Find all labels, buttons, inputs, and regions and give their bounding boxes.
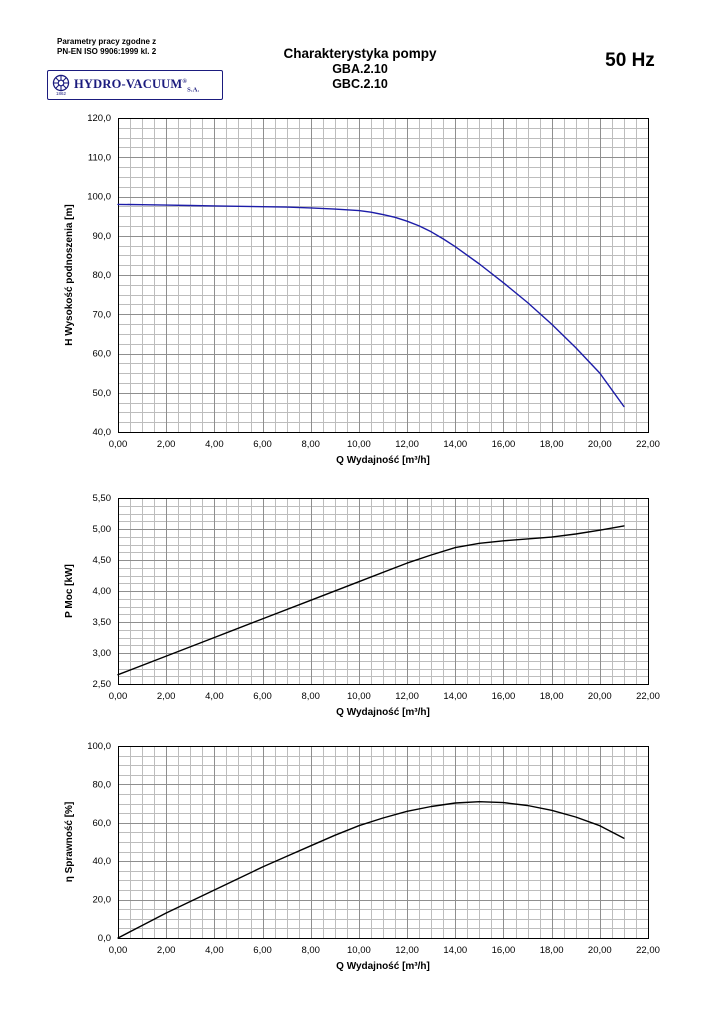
- svg-text:20,00: 20,00: [588, 945, 612, 956]
- hydro-vacuum-logo: 1862 HYDRO-VACUUM®S.A.: [47, 70, 223, 100]
- registered-mark-icon: ®: [182, 78, 188, 85]
- compliance-note: Parametry pracy zgodne z PN-EN ISO 9906:…: [57, 37, 156, 57]
- svg-text:110,0: 110,0: [88, 152, 111, 163]
- svg-text:10,00: 10,00: [347, 439, 371, 450]
- svg-text:8,00: 8,00: [301, 439, 320, 450]
- svg-text:40,0: 40,0: [93, 427, 112, 438]
- svg-text:0,0: 0,0: [98, 933, 111, 944]
- svg-text:60,0: 60,0: [93, 818, 112, 829]
- document-title-block: Charakterystyka pompy GBA.2.10 GBC.2.10: [240, 46, 480, 92]
- svg-text:70,0: 70,0: [93, 309, 112, 320]
- svg-text:20,0: 20,0: [93, 895, 112, 906]
- svg-text:H Wysokość podnoszenia [m]: H Wysokość podnoszenia [m]: [64, 204, 75, 346]
- svg-text:120,0: 120,0: [87, 113, 111, 124]
- svg-text:20,00: 20,00: [588, 691, 612, 702]
- svg-text:12,00: 12,00: [395, 945, 419, 956]
- svg-text:40,0: 40,0: [93, 856, 112, 867]
- head-curve-chart: 40,0 50,0 60,0 70,0 80,0 90,0 100,0 110,0 120,0 0…: [64, 113, 660, 466]
- logo-year: 1862: [55, 90, 66, 96]
- frequency-label: 50 Hz: [605, 50, 655, 71]
- svg-text:60,0: 60,0: [93, 349, 112, 360]
- svg-text:100,0: 100,0: [87, 192, 111, 203]
- svg-text:50,0: 50,0: [93, 388, 112, 399]
- svg-text:Q Wydajność [m³/h]: Q Wydajność [m³/h]: [336, 455, 430, 466]
- svg-text:8,00: 8,00: [301, 691, 320, 702]
- power-curve-chart: 2,50 3,00 3,50 4,00 4,50 5,00 5,50 0,00 2,00 4,00…: [64, 493, 660, 718]
- svg-text:12,00: 12,00: [395, 439, 419, 450]
- svg-text:3,00: 3,00: [93, 648, 112, 659]
- svg-text:P Moc [kW]: P Moc [kW]: [64, 564, 75, 618]
- svg-text:14,00: 14,00: [443, 439, 467, 450]
- svg-text:4,00: 4,00: [93, 586, 112, 597]
- svg-text:22,00: 22,00: [636, 691, 660, 702]
- svg-text:90,0: 90,0: [93, 231, 112, 242]
- compliance-line2: PN-EN ISO 9906:1999 kl. 2: [57, 47, 157, 56]
- svg-text:22,00: 22,00: [636, 439, 660, 450]
- svg-text:4,50: 4,50: [93, 555, 112, 566]
- logo-wordmark: HYDRO-VACUUM®S.A.: [74, 76, 200, 94]
- svg-text:5,00: 5,00: [93, 524, 112, 535]
- svg-text:18,00: 18,00: [540, 439, 564, 450]
- svg-text:2,00: 2,00: [157, 691, 176, 702]
- svg-text:Q Wydajność [m³/h]: Q Wydajność [m³/h]: [336, 961, 430, 972]
- svg-text:0,00: 0,00: [109, 945, 128, 956]
- svg-text:2,50: 2,50: [93, 679, 112, 690]
- svg-text:6,00: 6,00: [253, 945, 272, 956]
- svg-text:18,00: 18,00: [540, 691, 564, 702]
- svg-text:Q Wydajność [m³/h]: Q Wydajność [m³/h]: [336, 707, 430, 718]
- svg-text:14,00: 14,00: [443, 945, 467, 956]
- svg-text:4,00: 4,00: [205, 439, 224, 450]
- svg-text:0,00: 0,00: [109, 439, 128, 450]
- svg-text:20,00: 20,00: [588, 439, 612, 450]
- svg-text:3,50: 3,50: [93, 617, 112, 628]
- svg-text:8,00: 8,00: [301, 945, 320, 956]
- svg-text:0,00: 0,00: [109, 691, 128, 702]
- hydro-vacuum-logo-icon: 1862: [52, 74, 70, 97]
- svg-text:80,0: 80,0: [93, 270, 112, 281]
- svg-text:2,00: 2,00: [157, 945, 176, 956]
- svg-text:4,00: 4,00: [205, 945, 224, 956]
- svg-text:14,00: 14,00: [443, 691, 467, 702]
- compliance-line1: Parametry pracy zgodne z: [57, 37, 157, 46]
- logo-sa: S.A.: [187, 86, 200, 94]
- pump-model-2: GBC.2.10: [332, 77, 388, 92]
- svg-text:16,00: 16,00: [492, 439, 516, 450]
- svg-text:η Sprawność [%]: η Sprawność [%]: [64, 802, 75, 883]
- efficiency-curve-chart: 0,0 20,0 40,0 60,0 80,0 100,0 0,00 2,00 4,00 6,00…: [64, 741, 660, 972]
- pump-model-1: GBA.2.10: [332, 62, 388, 77]
- svg-text:10,00: 10,00: [347, 691, 371, 702]
- svg-text:100,0: 100,0: [87, 741, 111, 752]
- svg-text:2,00: 2,00: [157, 439, 176, 450]
- svg-text:6,00: 6,00: [253, 691, 272, 702]
- svg-text:5,50: 5,50: [93, 493, 112, 504]
- svg-text:12,00: 12,00: [395, 691, 419, 702]
- svg-text:4,00: 4,00: [205, 691, 224, 702]
- svg-text:18,00: 18,00: [540, 945, 564, 956]
- page-title: Charakterystyka pompy: [283, 46, 437, 61]
- svg-text:6,00: 6,00: [253, 439, 272, 450]
- svg-text:10,00: 10,00: [347, 945, 371, 956]
- svg-text:16,00: 16,00: [492, 691, 516, 702]
- svg-text:22,00: 22,00: [636, 945, 660, 956]
- svg-text:80,0: 80,0: [93, 779, 112, 790]
- svg-text:16,00: 16,00: [492, 945, 516, 956]
